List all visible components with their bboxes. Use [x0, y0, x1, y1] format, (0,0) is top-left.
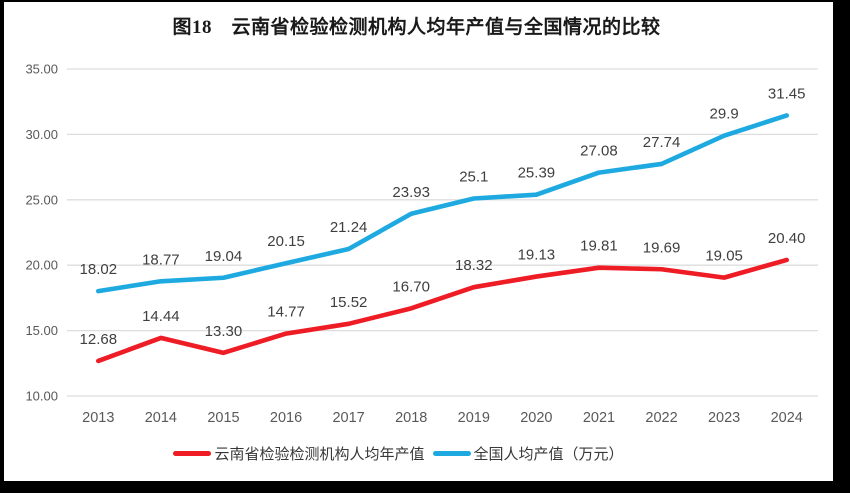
x-axis-tick-label: 2017: [332, 410, 364, 426]
data-label-national: 19.04: [205, 248, 243, 265]
y-axis-tick-label: 25.00: [25, 192, 58, 207]
data-label-national: 31.45: [768, 85, 806, 102]
x-axis-tick-label: 2016: [270, 410, 302, 426]
screen-edge-bottom: [0, 481, 850, 493]
data-label-national: 18.77: [142, 251, 180, 268]
data-label-yunnan: 20.40: [768, 230, 806, 247]
data-label-national: 23.93: [392, 184, 430, 201]
chart-legend: 云南省检验检测机构人均年产值 全国人均产值（万元）: [0, 443, 815, 463]
x-axis-tick-label: 2019: [458, 410, 490, 426]
chart-title: 图18 云南省检验检测机构人均年产值与全国情况的比较: [172, 17, 661, 38]
data-label-yunnan: 16.70: [392, 278, 430, 295]
x-axis-tick-label: 2015: [207, 410, 239, 426]
data-label-national: 21.24: [330, 219, 368, 236]
data-label-yunnan: 19.69: [643, 239, 681, 256]
legend-swatch-national-line: [432, 450, 471, 456]
legend-item-national: 全国人均产值（万元）: [432, 443, 624, 464]
data-label-yunnan: 18.32: [455, 257, 493, 274]
screen-edge-right: [833, 0, 850, 493]
y-axis-tick-label: 30.00: [25, 127, 58, 142]
x-axis-tick-label: 2021: [583, 410, 615, 426]
x-axis-tick-label: 2023: [708, 410, 740, 426]
x-axis-tick-label: 2024: [771, 410, 803, 426]
legend-label-yunnan: 云南省检验检测机构人均年产值: [214, 445, 425, 463]
data-label-yunnan: 19.13: [518, 247, 556, 264]
legend-item-yunnan: 云南省检验检测机构人均年产值: [173, 443, 425, 464]
x-axis-tick-label: 2013: [82, 410, 114, 426]
data-label-yunnan: 15.52: [330, 294, 368, 311]
x-axis-tick-label: 2014: [145, 410, 177, 426]
data-label-national: 20.15: [267, 233, 305, 250]
x-axis-tick-label: 2022: [645, 410, 677, 426]
data-label-national: 27.74: [643, 134, 681, 151]
data-label-national: 25.1: [459, 168, 488, 185]
series-line-national: [95, 113, 790, 294]
data-label-yunnan: 14.44: [142, 308, 180, 325]
legend-label-national: 全国人均产值（万元）: [473, 445, 624, 463]
legend-swatch-yunnan-line: [173, 450, 212, 456]
screen-edge-top: [0, 0, 850, 2]
data-label-national: 18.02: [80, 261, 118, 278]
series-line-yunnan: [95, 257, 790, 364]
y-axis-tick-label: 15.00: [25, 323, 58, 338]
x-axis-tick-label: 2020: [520, 410, 552, 426]
data-label-yunnan: 14.77: [267, 304, 305, 321]
screen-edge-left: [0, 0, 4, 493]
data-label-yunnan: 19.81: [580, 238, 618, 255]
data-label-national: 25.39: [518, 165, 556, 182]
data-label-national: 29.9: [710, 106, 739, 123]
y-axis-tick-label: 20.00: [25, 258, 58, 273]
data-label-yunnan: 19.05: [705, 248, 743, 265]
x-axis-tick-label: 2018: [395, 410, 427, 426]
y-axis-tick-label: 35.00: [25, 62, 58, 77]
data-label-yunnan: 13.30: [205, 323, 243, 340]
data-label-national: 27.08: [580, 143, 618, 160]
data-label-yunnan: 12.68: [80, 331, 118, 348]
y-axis-tick-label: 10.00: [25, 389, 58, 404]
